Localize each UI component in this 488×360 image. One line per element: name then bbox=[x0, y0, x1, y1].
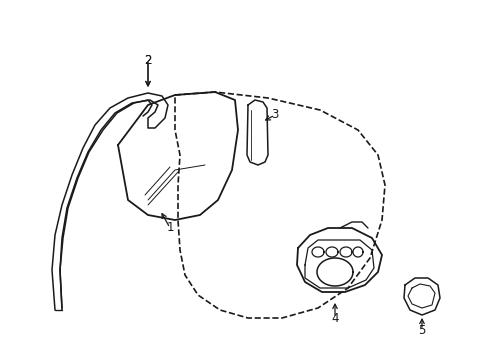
Text: 1: 1 bbox=[166, 221, 173, 234]
Text: 2: 2 bbox=[144, 54, 151, 67]
Text: 2: 2 bbox=[144, 54, 151, 67]
Text: 3: 3 bbox=[271, 108, 278, 121]
Text: 5: 5 bbox=[417, 324, 425, 337]
Text: 4: 4 bbox=[330, 311, 338, 324]
